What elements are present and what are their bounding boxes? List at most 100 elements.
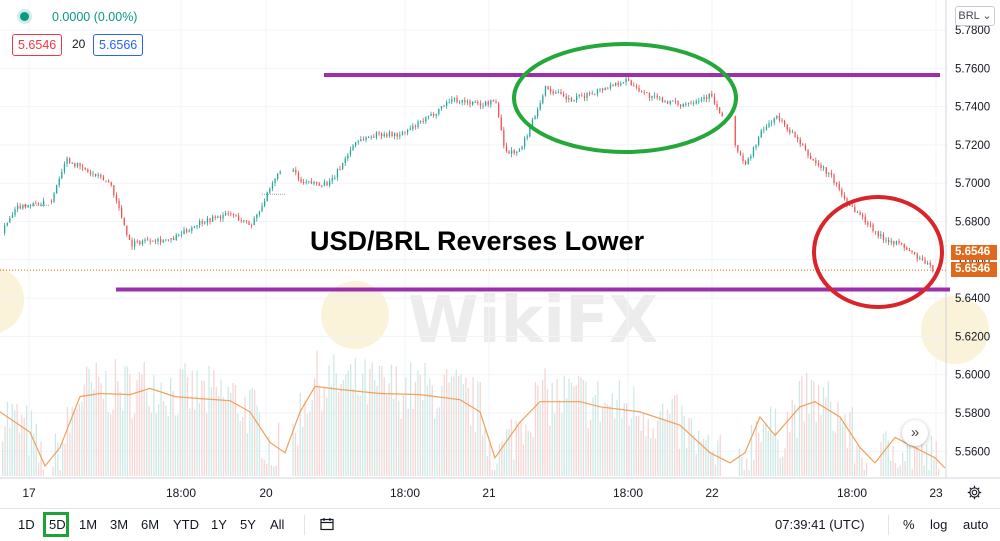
volume-bar [933, 458, 935, 476]
volume-bar [261, 457, 263, 476]
range-6m-button[interactable]: 6M [141, 517, 160, 532]
volume-bar [882, 433, 885, 476]
volume-bar [573, 386, 575, 476]
candle-body [557, 92, 560, 93]
range-5y-button[interactable]: 5Y [240, 517, 256, 532]
candle-body [615, 82, 617, 86]
range-5d-button[interactable]: 5D [49, 517, 66, 532]
range-ytd-button[interactable]: YTD [173, 517, 199, 532]
volume-bar [489, 444, 491, 476]
volume-bar [405, 377, 407, 476]
chevron-down-icon: ⌄ [982, 10, 992, 22]
volume-bar [278, 422, 280, 476]
candle-body [791, 132, 794, 134]
volume-bar [616, 399, 618, 476]
candle-body [422, 121, 424, 122]
volume-bar [503, 442, 505, 476]
candle-body [542, 95, 544, 104]
candle-body [243, 220, 245, 221]
volume-bar [309, 411, 311, 476]
gear-icon[interactable] [966, 484, 983, 501]
volume-bar [894, 463, 897, 476]
candle-body [911, 251, 913, 252]
candle-body [274, 179, 276, 184]
watermark-text: WikiFX [408, 284, 658, 358]
volume-bar [690, 418, 693, 476]
candle-body [888, 239, 890, 243]
volume-bar [774, 408, 777, 476]
candle-body [838, 183, 840, 190]
candle-body [459, 102, 461, 103]
range-1m-button[interactable]: 1M [79, 517, 98, 532]
candle-body [61, 172, 63, 179]
range-all-button[interactable]: All [270, 517, 285, 532]
time-axis[interactable]: 17 18:00 20 18:00 21 18:00 22 18:00 23 [22, 486, 943, 500]
log-scale-toggle[interactable]: log [930, 517, 948, 532]
auto-scale-toggle[interactable]: auto [963, 517, 989, 532]
currency-selector[interactable]: BRL ⌄ [955, 6, 995, 26]
volume-bar [215, 386, 217, 476]
candle-body [217, 216, 219, 218]
calendar-icon[interactable] [320, 517, 334, 531]
candle-body [71, 163, 73, 164]
candle-body [768, 123, 770, 127]
candle-body [336, 169, 339, 178]
volume-bar [712, 451, 714, 476]
candle-body [9, 217, 11, 223]
volume-bar [479, 382, 481, 476]
candle-body [578, 95, 580, 97]
candle-body [622, 82, 625, 84]
volume-bar [302, 426, 304, 476]
sell-price-button[interactable]: 5.6546 [12, 34, 63, 56]
volume-bar [196, 370, 198, 476]
price-axis[interactable]: 5.78005.76005.74005.72005.70005.68005.66… [955, 25, 990, 458]
candle-body [362, 139, 365, 141]
candle-body [300, 179, 302, 183]
volume-bar [62, 442, 64, 476]
top-highlight-ellipse [512, 42, 738, 154]
candle-body [669, 100, 671, 104]
candle-body [495, 101, 497, 104]
candle-body [643, 92, 645, 93]
price-chart[interactable]: WikiFX USD/BRL Reverses Lower 5.7800 5.76… [0, 0, 1000, 508]
volume-bar [786, 411, 789, 476]
candle-body [544, 86, 547, 96]
market-status-icon [20, 12, 29, 21]
volume-bar [443, 374, 445, 476]
percent-scale-toggle[interactable]: % [903, 517, 915, 532]
scroll-to-realtime-button[interactable]: » [902, 420, 928, 446]
price-tag-bid: 5.6546 [951, 245, 997, 260]
utc-clock[interactable]: 07:39:41 (UTC) [775, 517, 865, 532]
volume-bar [335, 373, 337, 476]
volume-bar [750, 424, 753, 476]
volume-bar [426, 385, 429, 476]
volume-bar [926, 444, 928, 476]
volume-bar [338, 392, 340, 476]
candle-body [391, 131, 393, 136]
candle-body [399, 134, 401, 137]
buy-price-button[interactable]: 5.6566 [93, 34, 144, 56]
candle-body [755, 145, 757, 148]
candle-body [92, 173, 94, 175]
candle-body [219, 216, 222, 219]
volume-bar [342, 379, 345, 476]
range-1d-button[interactable]: 1D [18, 517, 35, 532]
candle-body [222, 214, 224, 219]
volume-bar [938, 468, 940, 476]
volume-bar [695, 454, 697, 476]
candle-body [352, 145, 354, 150]
candle-body [331, 178, 333, 181]
volume-bar [904, 461, 906, 476]
candle-body [690, 102, 692, 104]
volume-bar [918, 451, 921, 476]
candle-body [667, 101, 669, 104]
volume-bar [801, 376, 803, 476]
volume-bar [222, 397, 225, 476]
candle-body [869, 224, 872, 226]
candle-body [76, 163, 79, 167]
range-3m-button[interactable]: 3M [110, 517, 129, 532]
range-1y-button[interactable]: 1Y [211, 517, 227, 532]
volume-bar [626, 403, 628, 476]
volume-bar [738, 448, 741, 476]
